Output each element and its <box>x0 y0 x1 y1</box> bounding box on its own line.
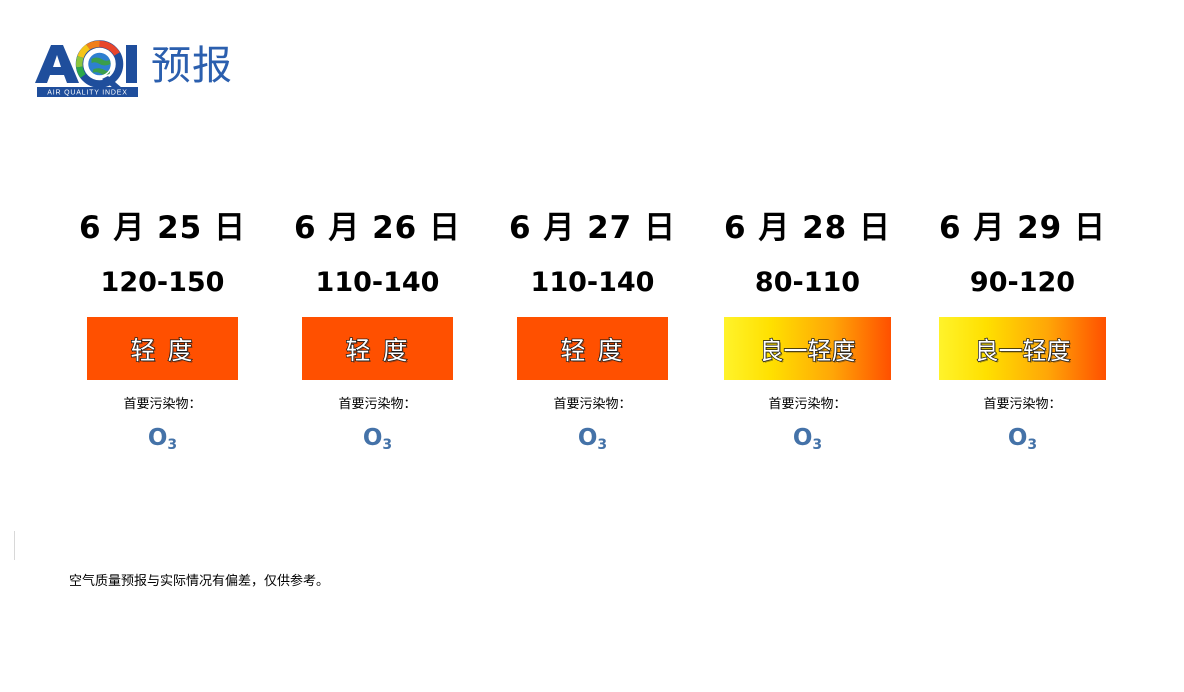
primary-pollutant-label: 首要污染物： <box>983 397 1062 412</box>
pollutant-subscript: 3 <box>382 437 393 453</box>
forecast-aqi-range: 90-120 <box>969 267 1076 298</box>
logo-letter-i <box>126 45 137 83</box>
forecast-grid: 6 月 25 日 120-150 轻 度 首要污染物： O3 6 月 26 日 … <box>55 205 1130 455</box>
pollutant-subscript: 3 <box>1027 437 1038 453</box>
pollutant-symbol: O <box>792 425 813 451</box>
forecast-aqi-range: 80-110 <box>754 267 861 298</box>
forecast-aqi-range: 110-140 <box>315 267 440 298</box>
pollutant-symbol: O <box>1007 425 1028 451</box>
forecast-day-column: 6 月 29 日 90-120 良一轻度 首要污染物： O3 <box>915 205 1130 455</box>
primary-pollutant-label: 首要污染物： <box>768 397 847 412</box>
logo-tagline-bar <box>37 87 138 97</box>
aqi-level-label: 轻 度 <box>130 335 195 365</box>
primary-pollutant-value: O3 <box>578 424 607 455</box>
page-edge-artifact <box>14 531 15 560</box>
logo-letter-q-tail <box>102 76 122 88</box>
forecast-day-column: 6 月 27 日 110-140 轻 度 首要污染物： O3 <box>485 205 700 455</box>
aqi-level-label: 良一轻度 <box>759 336 856 365</box>
aqi-level-badge: 轻 度 <box>302 317 453 380</box>
forecast-date: 6 月 25 日 <box>78 210 247 246</box>
forecast-aqi-range: 120-150 <box>100 267 225 298</box>
aqi-level-badge: 轻 度 <box>517 317 668 380</box>
primary-pollutant-label: 首要污染物： <box>123 397 202 412</box>
pollutant-symbol: O <box>362 425 383 451</box>
primary-pollutant-label: 首要污染物： <box>338 397 417 412</box>
pollutant-subscript: 3 <box>167 437 178 453</box>
forecast-date: 6 月 28 日 <box>723 210 892 246</box>
pollutant-symbol: O <box>577 425 598 451</box>
primary-pollutant-value: O3 <box>793 424 822 455</box>
logo-tagline: AIR QUALITY INDEX <box>47 90 127 97</box>
forecast-date: 6 月 29 日 <box>938 210 1107 246</box>
primary-pollutant-label: 首要污染物： <box>553 397 632 412</box>
forecast-date: 6 月 27 日 <box>508 210 677 246</box>
aqi-level-badge: 良一轻度 <box>724 317 891 380</box>
aqi-level-label: 良一轻度 <box>974 336 1071 365</box>
logo-arc-segments <box>76 40 120 78</box>
pollutant-subscript: 3 <box>812 437 823 453</box>
forecast-date: 6 月 26 日 <box>293 210 462 246</box>
primary-pollutant-value: O3 <box>148 424 177 455</box>
aqi-level-badge: 良一轻度 <box>939 317 1106 380</box>
aqi-level-label: 轻 度 <box>345 335 410 365</box>
primary-pollutant-value: O3 <box>1008 424 1037 455</box>
forecast-day-column: 6 月 25 日 120-150 轻 度 首要污染物： O3 <box>55 205 270 455</box>
aqi-logo-mark: AIR QUALITY INDEX <box>35 40 138 97</box>
disclaimer-text: 空气质量预报与实际情况有偏差，仅供参考。 <box>69 574 330 589</box>
aqi-level-label: 轻 度 <box>560 335 625 365</box>
logo-suffix-label: 预报 <box>151 43 233 89</box>
aqi-logo: AIR QUALITY INDEX 预报 <box>33 40 243 100</box>
logo-letter-a <box>35 45 79 83</box>
forecast-day-column: 6 月 26 日 110-140 轻 度 首要污染物： O3 <box>270 205 485 455</box>
forecast-day-column: 6 月 28 日 80-110 良一轻度 首要污染物： O3 <box>700 205 915 455</box>
pollutant-subscript: 3 <box>597 437 608 453</box>
pollutant-symbol: O <box>147 425 168 451</box>
aqi-level-badge: 轻 度 <box>87 317 238 380</box>
forecast-aqi-range: 110-140 <box>530 267 655 298</box>
primary-pollutant-value: O3 <box>363 424 392 455</box>
